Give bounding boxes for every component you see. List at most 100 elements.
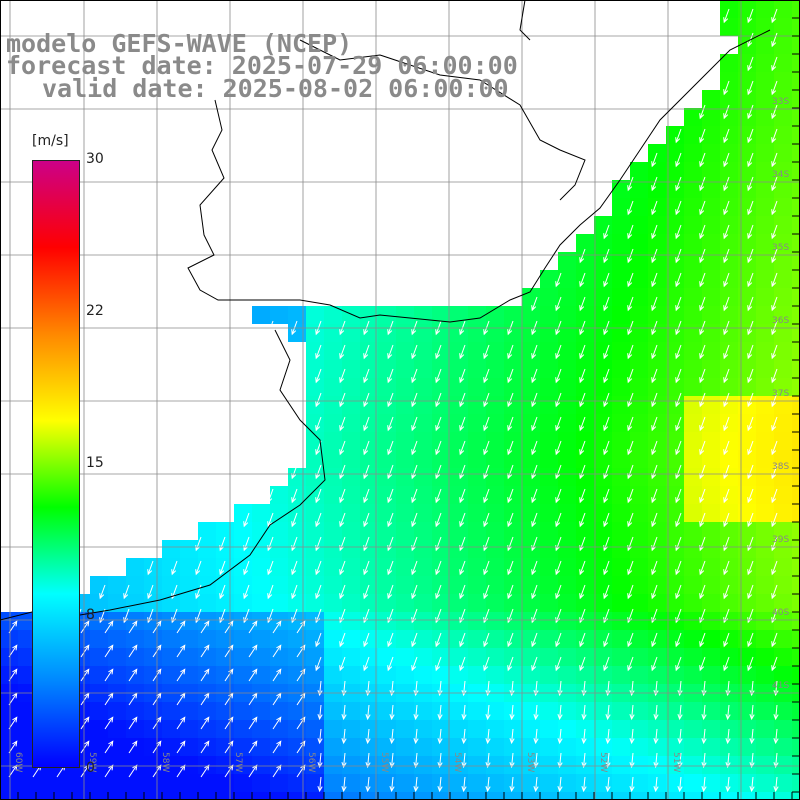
wind-speed-cell <box>720 774 738 792</box>
wind-speed-cell <box>684 540 702 558</box>
wind-speed-cell <box>252 630 270 648</box>
wind-speed-cell <box>324 432 342 450</box>
wind-arrow <box>699 368 706 384</box>
wind-speed-cell <box>90 666 108 684</box>
wind-speed-cell <box>306 306 324 324</box>
wind-speed-cell <box>756 198 774 216</box>
wind-speed-cell <box>774 234 792 252</box>
wind-arrow <box>459 368 466 384</box>
wind-speed-cell <box>162 792 180 800</box>
wind-speed-cell <box>396 360 414 378</box>
wind-arrow <box>459 392 466 408</box>
wind-speed-cell <box>270 306 288 324</box>
wind-speed-cell <box>486 306 504 324</box>
wind-speed-cell <box>342 576 360 594</box>
wind-speed-cell <box>306 594 324 612</box>
wind-speed-cell <box>594 288 612 306</box>
wind-speed-cell <box>702 630 720 648</box>
wind-speed-cell <box>432 324 450 342</box>
wind-speed-cell <box>162 630 180 648</box>
wind-speed-cell <box>126 738 144 756</box>
wind-speed-cell <box>360 396 378 414</box>
wind-speed-cell <box>414 720 432 738</box>
wind-arrow <box>387 512 394 528</box>
wind-arrow <box>339 632 346 648</box>
wind-arrow <box>579 584 586 600</box>
wind-speed-cell <box>342 630 360 648</box>
wind-speed-cell <box>648 540 666 558</box>
wind-speed-cell <box>684 504 702 522</box>
wind-speed-cell <box>612 252 630 270</box>
wind-arrow <box>747 224 754 240</box>
wind-speed-cell <box>792 756 800 774</box>
wind-arrow <box>747 488 754 504</box>
wind-speed-cell <box>792 576 800 594</box>
wind-speed-cell <box>594 306 612 324</box>
wind-speed-cell <box>576 630 594 648</box>
wind-arrow <box>581 752 587 769</box>
wind-arrow <box>507 320 514 336</box>
wind-speed-cell <box>342 738 360 756</box>
wind-speed-cell <box>396 540 414 558</box>
wind-arrow <box>627 560 634 576</box>
wind-speed-cell <box>162 738 180 756</box>
wind-speed-cell <box>162 558 180 576</box>
wind-speed-cell <box>540 306 558 324</box>
wind-speed-cell <box>270 756 288 774</box>
wind-arrow <box>531 392 538 408</box>
wind-speed-cell <box>756 396 774 414</box>
wind-speed-cell <box>558 540 576 558</box>
wind-speed-cell <box>612 360 630 378</box>
wind-speed-cell <box>396 504 414 522</box>
wind-arrow <box>459 416 466 432</box>
wind-speed-cell <box>450 702 468 720</box>
wind-arrow <box>699 200 706 216</box>
wind-arrow <box>267 320 274 336</box>
wind-speed-cell <box>558 774 576 792</box>
lon-label: 60W <box>13 752 23 772</box>
wind-speed-cell <box>648 180 666 198</box>
wind-arrow <box>699 560 706 576</box>
wind-speed-cell <box>360 774 378 792</box>
wind-speed-cell <box>612 234 630 252</box>
wind-arrow <box>579 656 586 672</box>
wind-arrow <box>459 344 466 360</box>
wind-speed-cell <box>0 630 18 648</box>
wind-arrow <box>555 416 562 432</box>
wind-arrow <box>413 704 419 721</box>
wind-arrow <box>248 620 258 634</box>
wind-speed-cell <box>450 324 468 342</box>
wind-speed-cell <box>738 108 756 126</box>
wind-speed-cell <box>630 594 648 612</box>
wind-arrow <box>267 584 274 600</box>
wind-speed-cell <box>198 630 216 648</box>
wind-speed-cell <box>684 792 702 800</box>
wind-arrow <box>701 776 707 793</box>
wind-speed-cell <box>414 342 432 360</box>
wind-speed-cell <box>594 342 612 360</box>
wind-arrow <box>411 584 418 600</box>
wind-arrow <box>411 344 418 360</box>
wind-arrow <box>435 488 442 504</box>
coastline-path <box>187 29 771 323</box>
wind-speed-cell <box>774 594 792 612</box>
wind-speed-cell <box>756 774 774 792</box>
wind-speed-cell <box>594 486 612 504</box>
wind-speed-cell <box>774 612 792 630</box>
wind-speed-cell <box>342 666 360 684</box>
wind-speed-cell <box>630 378 648 396</box>
wind-speed-cell <box>630 522 648 540</box>
wind-speed-cell <box>540 324 558 342</box>
wind-speed-cell <box>288 630 306 648</box>
wind-arrow <box>483 560 490 576</box>
wind-speed-cell <box>612 666 630 684</box>
wind-speed-cell <box>756 738 774 756</box>
wind-arrow <box>315 656 322 672</box>
wind-arrow <box>248 668 258 682</box>
wind-arrow <box>555 392 562 408</box>
wind-speed-cell <box>630 756 648 774</box>
wind-speed-cell <box>594 468 612 486</box>
wind-arrow <box>771 512 778 528</box>
wind-speed-cell <box>576 558 594 576</box>
wind-arrow <box>699 488 706 504</box>
